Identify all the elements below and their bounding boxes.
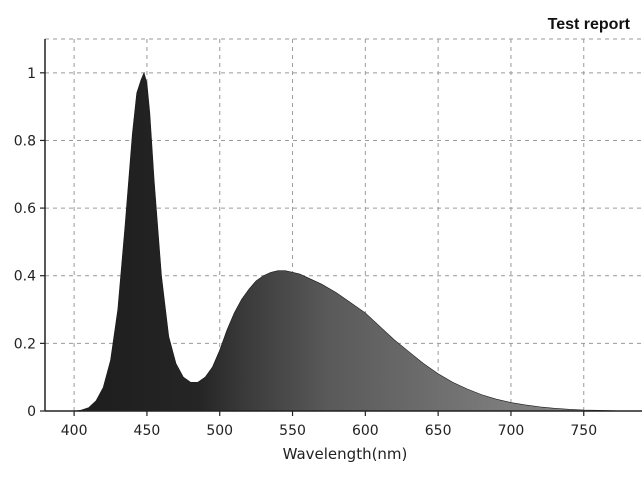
x-tick-label: 500 — [206, 423, 233, 439]
x-axis-label: Wavelength(nm) — [283, 445, 408, 463]
y-tick-label: 0.8 — [14, 133, 36, 149]
y-tick-label: 1 — [27, 66, 36, 82]
y-tick-label: 0.6 — [14, 201, 36, 217]
x-tick-label: 450 — [134, 423, 161, 439]
axes — [40, 39, 642, 416]
spectrum-series-area — [74, 71, 642, 412]
x-tick-label: 650 — [425, 423, 452, 439]
y-tick-label: 0.2 — [14, 336, 36, 352]
spectrum-area — [74, 71, 642, 412]
x-tick-label: 700 — [498, 423, 525, 439]
y-tick-label: 0.4 — [14, 269, 36, 285]
x-tick-label: 750 — [570, 423, 597, 439]
tick-labels: 0 0.2 0.4 0.6 0.8 1 400 450 500 550 600 650 700 750 — [14, 66, 597, 439]
x-tick-label: 400 — [61, 423, 88, 439]
x-tick-label: 600 — [352, 423, 379, 439]
y-tick-label: 0 — [27, 404, 36, 420]
report-title: Test report — [547, 16, 630, 33]
x-tick-label: 550 — [279, 423, 306, 439]
